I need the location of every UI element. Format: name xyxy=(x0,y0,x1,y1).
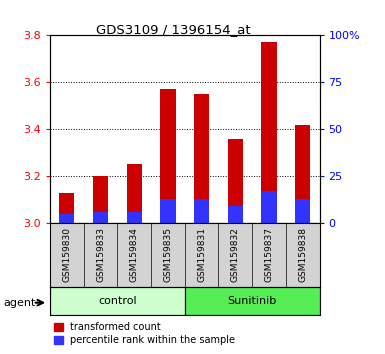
Text: GSM159835: GSM159835 xyxy=(164,227,172,282)
Bar xyxy=(93,212,108,223)
Text: agent: agent xyxy=(4,298,36,308)
Bar xyxy=(228,138,243,206)
Bar xyxy=(295,125,310,199)
Bar xyxy=(194,199,209,223)
Bar xyxy=(59,193,74,214)
Bar xyxy=(50,287,185,315)
Bar xyxy=(228,206,243,223)
Text: GSM159834: GSM159834 xyxy=(130,227,139,282)
Bar xyxy=(295,199,310,223)
Bar xyxy=(194,94,209,199)
Text: GSM159837: GSM159837 xyxy=(264,227,273,282)
Text: GSM159838: GSM159838 xyxy=(298,227,307,282)
Bar xyxy=(161,199,176,223)
Text: GSM159831: GSM159831 xyxy=(197,227,206,282)
Bar xyxy=(127,164,142,212)
Text: control: control xyxy=(98,296,137,306)
Bar xyxy=(261,42,276,191)
Text: GSM159830: GSM159830 xyxy=(62,227,71,282)
Bar xyxy=(261,191,276,223)
Text: GDS3109 / 1396154_at: GDS3109 / 1396154_at xyxy=(96,23,251,36)
Text: GSM159833: GSM159833 xyxy=(96,227,105,282)
Bar xyxy=(127,212,142,223)
Bar xyxy=(185,287,320,315)
Text: Sunitinib: Sunitinib xyxy=(228,296,277,306)
Bar xyxy=(93,176,108,212)
Bar xyxy=(59,213,74,223)
Text: GSM159832: GSM159832 xyxy=(231,227,240,282)
Legend: transformed count, percentile rank within the sample: transformed count, percentile rank withi… xyxy=(50,319,239,349)
Bar xyxy=(161,89,176,199)
